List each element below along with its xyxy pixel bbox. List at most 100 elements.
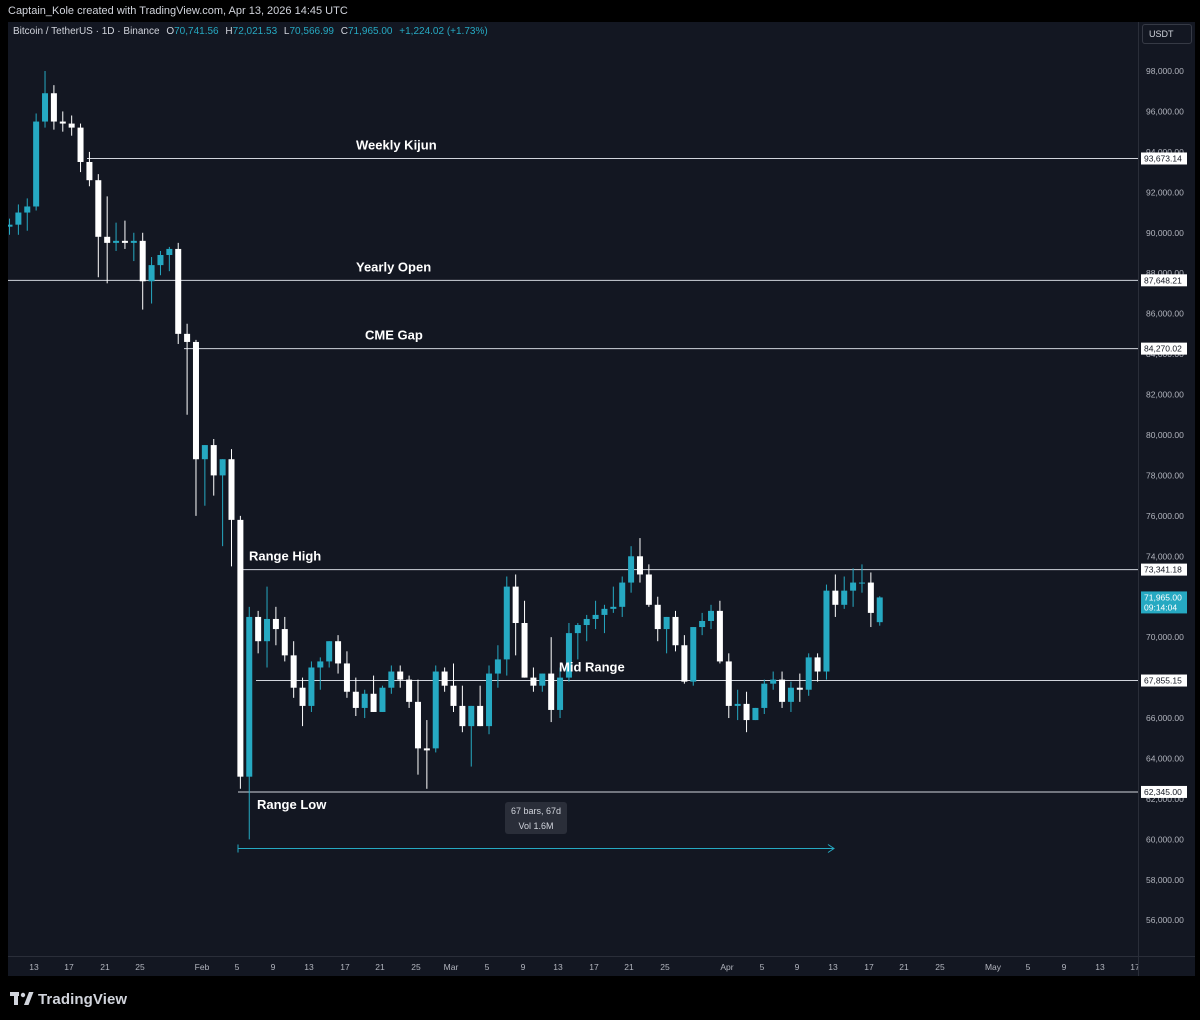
candle (343, 651, 350, 698)
candle (201, 445, 208, 506)
price-tick-label: 74,000.00 (1146, 551, 1184, 561)
candle (530, 667, 537, 692)
tradingview-logo[interactable]: TradingView (10, 990, 127, 1008)
candle-body (663, 616, 670, 630)
candle (423, 720, 430, 789)
candle (148, 257, 155, 304)
time-axis[interactable]: 13 17 21 25 Feb 5 9 13 17 21 25 Mar 5 9 13 17 21 25 Apr 5 9 1… (8, 956, 1140, 977)
candle-body (113, 240, 120, 243)
candle-body (725, 661, 732, 706)
time-tick-label: 13 (304, 962, 314, 972)
level-label: Range Low (257, 797, 327, 812)
candle-body (77, 127, 84, 162)
candle (725, 653, 732, 719)
candlestick-chart[interactable]: Weekly Kijun Yearly Open CME Gap Range High… (8, 22, 1138, 956)
time-tick-label: 5 (760, 962, 765, 972)
candle (326, 641, 333, 668)
candle-body (50, 93, 57, 122)
candle-body (690, 627, 697, 682)
candle (512, 574, 519, 656)
time-tick-label: 9 (521, 962, 526, 972)
candle (24, 198, 31, 231)
candle (272, 606, 279, 646)
candle (699, 612, 706, 636)
current-price-tag (1141, 591, 1187, 614)
candle-body (148, 265, 155, 282)
candle (406, 675, 413, 708)
candle-body (432, 671, 439, 749)
candle-body (672, 616, 679, 646)
change-value: +1,224.02 (+1.73%) (399, 26, 488, 37)
candle-body (361, 693, 368, 708)
candle-body (823, 590, 830, 672)
candle (264, 586, 271, 668)
candle-body (299, 687, 306, 706)
candle (113, 222, 120, 251)
candle-body (397, 671, 404, 680)
countdown-label: 09:14:04 (1144, 602, 1177, 612)
candle-body (352, 691, 359, 708)
candle (770, 671, 777, 690)
price-tick-label: 64,000.00 (1146, 753, 1184, 763)
candle-body (601, 608, 608, 615)
candle (867, 572, 874, 628)
candle (805, 653, 812, 696)
candle (565, 623, 572, 682)
open-label: O (166, 26, 175, 37)
chart-pane[interactable]: Weekly Kijun Yearly Open CME Gap Range High… (8, 22, 1138, 956)
candle (15, 204, 22, 235)
candle (468, 705, 475, 767)
candle-body (477, 705, 484, 727)
candle (317, 657, 324, 690)
price-tick-label: 58,000.00 (1146, 875, 1184, 885)
candle-body (867, 582, 874, 613)
candle (832, 574, 839, 617)
time-tick-label: 17 (64, 962, 74, 972)
price-tick-label: 66,000.00 (1146, 713, 1184, 723)
candle (716, 600, 723, 664)
candle-body (539, 673, 546, 686)
candle-body (192, 341, 199, 460)
candle (237, 515, 244, 789)
measure-box (505, 802, 567, 834)
candle-body (734, 703, 741, 706)
time-tick-label: 25 (935, 962, 945, 972)
level-price-label: 67,855.15 (1144, 676, 1182, 686)
candle-body (619, 582, 626, 607)
level-price-label: 93,673.14 (1144, 153, 1182, 163)
candle-body (210, 445, 217, 476)
candle (290, 641, 297, 698)
candle (841, 576, 848, 609)
candle (139, 232, 146, 310)
candle-body (166, 248, 173, 256)
candle (441, 667, 448, 692)
time-tick-label: Mar (444, 962, 459, 972)
candle (450, 663, 457, 712)
time-tick-label: 17 (589, 962, 599, 972)
candle-body (24, 206, 31, 213)
axis-corner (1138, 956, 1195, 977)
currency-button[interactable]: USDT (1142, 24, 1192, 44)
candle-body (654, 604, 661, 630)
candle-body (255, 616, 262, 642)
candle (645, 564, 652, 607)
time-tick-label: 13 (553, 962, 563, 972)
candle (50, 85, 57, 130)
price-axis[interactable]: 98,000.00 96,000.00 94,000.00 92,000.00 90,0… (1138, 22, 1195, 956)
candle-body (743, 703, 750, 721)
time-tick-label: 21 (624, 962, 634, 972)
candle (823, 584, 830, 680)
candle-body (450, 685, 457, 706)
author-credit: Captain_Kole created with TradingView.co… (8, 5, 348, 17)
candle (281, 616, 288, 662)
candle (779, 671, 786, 708)
candle (663, 616, 670, 654)
candle-body (708, 610, 715, 621)
candle (539, 673, 546, 692)
candle-body (805, 657, 812, 690)
candle-body (876, 597, 883, 623)
price-tick-label: 60,000.00 (1146, 834, 1184, 844)
level-price-tag (1141, 342, 1187, 355)
price-tick-label: 98,000.00 (1146, 66, 1184, 76)
price-tick-label: 70,000.00 (1146, 632, 1184, 642)
